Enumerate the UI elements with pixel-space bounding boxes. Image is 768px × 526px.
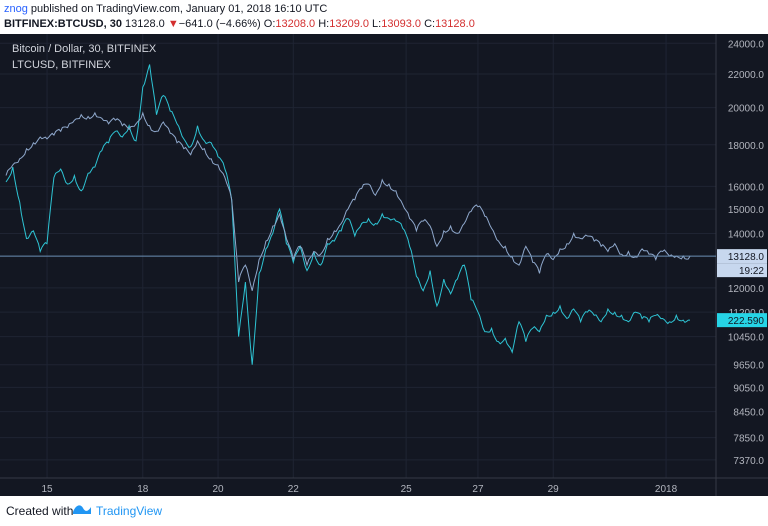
tradingview-logo-icon	[73, 505, 91, 514]
author-link[interactable]: znog	[4, 3, 28, 15]
series-line-0	[5, 64, 690, 365]
last-price: 13128.0	[125, 18, 165, 30]
time-tick-label: 29	[548, 484, 560, 495]
open-label: O:	[263, 18, 276, 30]
series-group	[0, 64, 716, 365]
low-value: 13093.0	[381, 18, 421, 30]
price-tick-label: 18000.0	[728, 141, 765, 152]
down-arrow-icon: ▼	[167, 18, 179, 30]
close-label: C:	[424, 18, 436, 30]
price-tick-label: 7370.0	[733, 456, 764, 467]
time-remaining-badge: 19:22	[739, 266, 764, 277]
price-badge-ltc-bg	[717, 313, 767, 328]
price-tick-label: 16000.0	[728, 182, 765, 193]
price-tick-label: 7850.0	[733, 434, 764, 445]
series-line-1	[5, 111, 691, 291]
time-tick-label: 15	[41, 484, 53, 495]
price-tick-label: 10450.0	[728, 333, 765, 344]
chart-background	[0, 34, 768, 496]
price-tick-label: 9050.0	[733, 383, 764, 394]
price-tick-label: 14000.0	[728, 229, 765, 240]
price-tick-label: 8450.0	[733, 408, 764, 419]
ohlc-bar: BITFINEX:BTCUSD, 30 13128.0 ▼−641.0 (−4.…	[4, 17, 764, 31]
time-tick-label: 22	[288, 484, 300, 495]
time-tick-label: 2018	[655, 484, 678, 495]
time-tick-label: 18	[137, 484, 149, 495]
price-tick-label: 24000.0	[728, 39, 765, 50]
time-tick-label: 25	[401, 484, 413, 495]
chart-svg[interactable]: 24000.0 22000.0 20000.0 18000.0 16000.0 15000…	[0, 34, 768, 496]
chart-subtitle: LTCUSD, BITFINEX	[12, 59, 111, 71]
axis-labels: 13128.0 19:22 222.590	[717, 249, 767, 328]
time-axis[interactable]: 15 18 20 22 25 27 29 2018	[0, 477, 768, 495]
low-label: L:	[372, 18, 382, 30]
publish-info: znog published on TradingView.com, Janua…	[4, 2, 764, 16]
price-tick-label: 22000.0	[728, 70, 765, 81]
tradingview-brand[interactable]: TradingView	[96, 504, 163, 518]
time-remaining-badge-bg	[717, 263, 767, 278]
open-value: 13208.0	[275, 18, 316, 30]
price-tick-label: 20000.0	[728, 104, 765, 115]
footer: Created with TradingView	[0, 496, 768, 526]
close-value: 13128.0	[435, 18, 475, 30]
time-tick-label: 20	[212, 484, 224, 495]
price-badge-btc-bg	[717, 249, 767, 264]
created-with-text: Created with	[6, 504, 74, 518]
chart-title: Bitcoin / Dollar, 30, BITFINEX	[12, 43, 157, 55]
price-badge-btc: 13128.0	[728, 252, 765, 263]
price-badge-ltc: 222.590	[728, 316, 765, 327]
time-tick-label: 27	[472, 484, 484, 495]
price-tick-label: 15000.0	[728, 205, 765, 216]
chart-area[interactable]: 24000.0 22000.0 20000.0 18000.0 16000.0 15000…	[0, 34, 768, 496]
publish-text: published on TradingView.com, January 01…	[30, 3, 328, 15]
high-label: H:	[318, 18, 330, 30]
price-tick-label: 9650.0	[733, 361, 764, 372]
change-value: −641.0 (−4.66%)	[178, 18, 261, 30]
price-tick-label: 12000.0	[728, 284, 765, 295]
high-value: 13209.0	[329, 18, 369, 30]
symbol-label: BITFINEX:BTCUSD, 30	[4, 18, 122, 30]
